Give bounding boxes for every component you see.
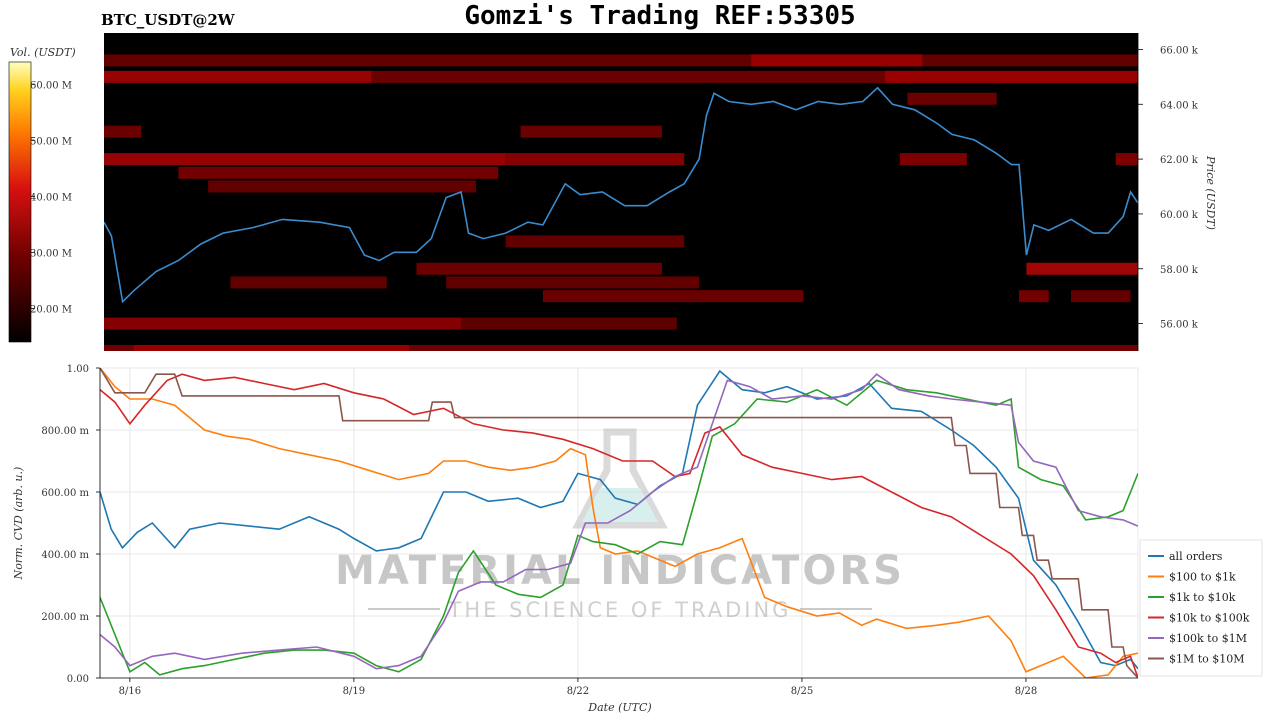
legend-label: $100 to $1k <box>1169 571 1236 584</box>
legend-label: $10k to $100k <box>1169 612 1250 625</box>
price-tick-label: 64.00 k <box>1160 100 1199 111</box>
heatmap-band <box>104 153 506 166</box>
y-tick-label: 1.00 <box>67 364 89 375</box>
legend-label: $100k to $1M <box>1169 632 1247 645</box>
watermark: MATERIAL INDICATORS THE SCIENCE OF TRADI… <box>335 428 905 622</box>
cvd-x-ticks: 8/16 8/19 8/22 8/25 8/28 <box>119 678 1037 697</box>
colorbar <box>8 61 32 343</box>
flask-icon <box>572 428 668 529</box>
colorbar-label: Vol. (USDT) <box>10 46 76 59</box>
y-tick-label: 0.00 <box>67 674 89 685</box>
heatmap-band <box>104 317 462 330</box>
cvd-series-lines <box>100 368 1138 678</box>
colorbar-tick-label: 40.00 M <box>30 192 72 203</box>
heatmap-band <box>416 262 662 275</box>
price-tick-label: 60.00 k <box>1160 210 1199 221</box>
heatmap-band <box>542 290 804 303</box>
colorbar-ticks: 20.00 M 30.00 M 40.00 M 50.00 M 60.00 M <box>30 80 72 315</box>
legend-label: all orders <box>1169 550 1223 563</box>
price-axis-ticks: 56.00 k 58.00 k 60.00 k 62.00 k 64.00 k 66.00… <box>1138 45 1199 331</box>
heatmap-band <box>1018 290 1049 303</box>
y-tick-label: 200.00 m <box>41 612 89 623</box>
series-line <box>100 373 1138 670</box>
price-tick-label: 56.00 k <box>1160 320 1199 331</box>
legend-label: $1M to $10M <box>1169 653 1245 666</box>
heatmap-band <box>208 180 476 193</box>
x-tick-label: 8/22 <box>567 686 589 697</box>
heatmap-band <box>899 153 967 166</box>
legend: all orders $100 to $1k $1k to $10k $10k to … <box>1139 539 1263 677</box>
heatmap-band <box>446 276 700 289</box>
cvd-x-axis-label: Date (UTC) <box>587 701 651 714</box>
series-line <box>100 369 1138 670</box>
y-tick-label: 800.00 m <box>41 426 89 437</box>
heatmap-band <box>1026 262 1138 275</box>
heatmap-band <box>133 345 409 351</box>
heatmap-band <box>104 70 372 83</box>
y-tick-label: 600.00 m <box>41 488 89 499</box>
price-axis-label: Price (USDT) <box>1204 155 1217 230</box>
heatmap-band <box>751 54 923 67</box>
colorbar-tick-label: 30.00 M <box>30 248 72 259</box>
flask-liquid-icon <box>582 488 658 522</box>
heatmap-band <box>104 345 1138 351</box>
legend-label: $1k to $10k <box>1169 591 1236 604</box>
y-tick-label: 400.00 m <box>41 550 89 561</box>
heatmap-band <box>230 276 387 289</box>
heatmap-band <box>885 70 1138 83</box>
watermark-tagline: THE SCIENCE OF TRADING <box>448 598 792 622</box>
watermark-brand: MATERIAL INDICATORS <box>335 548 905 594</box>
heatmap-band <box>1071 290 1131 303</box>
price-tick-label: 62.00 k <box>1160 155 1199 166</box>
colorbar-tick-label: 20.00 M <box>30 304 72 315</box>
series-line <box>100 368 1138 678</box>
heatmap-band <box>520 125 662 138</box>
colorbar-tick-label: 60.00 M <box>30 80 72 91</box>
price-tick-label: 66.00 k <box>1160 45 1199 56</box>
cvd-y-ticks: 0.00 200.00 m 400.00 m 600.00 m 800.00 m 1.00 <box>41 364 100 685</box>
x-tick-label: 8/19 <box>343 686 365 697</box>
x-tick-label: 8/16 <box>119 686 141 697</box>
x-tick-label: 8/28 <box>1015 686 1037 697</box>
heatmap-band <box>505 153 685 166</box>
heatmap-band <box>104 125 142 138</box>
heatmap-band <box>104 54 1138 67</box>
heatmap-band <box>907 92 997 105</box>
heatmap-bands <box>104 54 1138 351</box>
symbol-label: BTC_USDT@2W <box>101 11 236 29</box>
price-tick-label: 58.00 k <box>1160 265 1199 276</box>
series-line <box>100 368 1138 678</box>
heatmap-band <box>1115 153 1138 166</box>
legend-box <box>1139 539 1263 677</box>
x-tick-label: 8/25 <box>791 686 813 697</box>
chart-title: Gomzi's Trading REF:53305 <box>464 1 855 31</box>
series-line <box>100 373 1138 678</box>
colorbar-tick-label: 50.00 M <box>30 136 72 147</box>
heatmap-band <box>461 317 677 330</box>
heatmap-band <box>178 166 499 179</box>
price-line <box>104 86 1138 304</box>
cvd-y-axis-label: Norm. CVD (arb. u.) <box>12 467 25 581</box>
heatmap-band <box>505 235 685 248</box>
cvd-grid <box>100 367 1138 679</box>
